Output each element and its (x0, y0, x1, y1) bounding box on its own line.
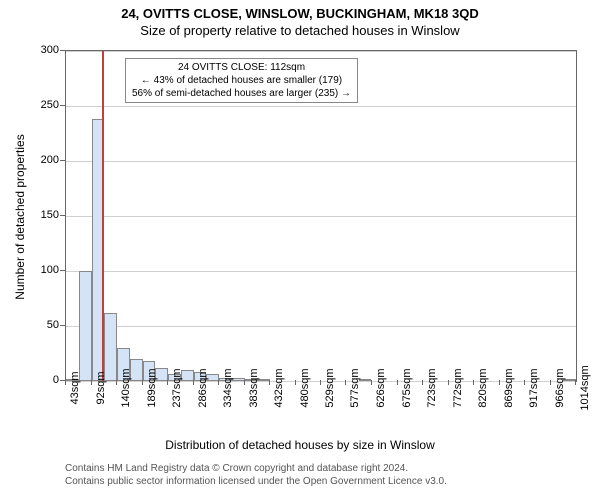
xtick-mark (422, 380, 423, 385)
xtick-mark (295, 380, 296, 385)
xtick-mark (91, 380, 92, 385)
annotation-line1: 24 OVITTS CLOSE: 112sqm (132, 61, 351, 74)
footer-line1: Contains HM Land Registry data © Crown c… (65, 462, 447, 475)
annotation-line3: 56% of semi-detached houses are larger (… (132, 87, 351, 100)
gridline (66, 161, 576, 162)
xtick-label: 1014sqm (579, 365, 591, 410)
xtick-label: 917sqm (528, 368, 540, 407)
ytick-mark (60, 325, 65, 326)
gridline (66, 216, 576, 217)
ytick-mark (60, 160, 65, 161)
footer-line2: Contains public sector information licen… (65, 475, 447, 488)
xtick-mark (550, 380, 551, 385)
xtick-label: 626sqm (375, 368, 387, 407)
xtick-label: 529sqm (324, 368, 336, 407)
xtick-mark (320, 380, 321, 385)
ytick-label: 100 (29, 264, 59, 276)
xtick-mark (499, 380, 500, 385)
xtick-label: 286sqm (197, 368, 209, 407)
xtick-label: 43sqm (69, 371, 81, 404)
xtick-mark (218, 380, 219, 385)
ytick-label: 200 (29, 154, 59, 166)
ytick-mark (60, 105, 65, 106)
xtick-mark (65, 380, 66, 385)
xtick-mark (142, 380, 143, 385)
xtick-mark (448, 380, 449, 385)
xtick-mark (193, 380, 194, 385)
xtick-label: 140sqm (120, 368, 132, 407)
ytick-label: 150 (29, 209, 59, 221)
ytick-mark (60, 50, 65, 51)
xtick-label: 189sqm (146, 368, 158, 407)
xtick-label: 480sqm (299, 368, 311, 407)
xtick-mark (397, 380, 398, 385)
gridline (66, 106, 576, 107)
footer-text: Contains HM Land Registry data © Crown c… (65, 462, 447, 488)
xtick-label: 92sqm (95, 371, 107, 404)
xtick-mark (345, 380, 346, 385)
ytick-mark (60, 215, 65, 216)
xtick-mark (167, 380, 168, 385)
xtick-label: 237sqm (171, 368, 183, 407)
annotation-box: 24 OVITTS CLOSE: 112sqm← 43% of detached… (125, 58, 358, 103)
xtick-label: 820sqm (477, 368, 489, 407)
x-axis-label: Distribution of detached houses by size … (0, 438, 600, 452)
annotation-line2: ← 43% of detached houses are smaller (17… (132, 74, 351, 87)
marker-line (102, 51, 104, 381)
xtick-mark (524, 380, 525, 385)
xtick-label: 334sqm (222, 368, 234, 407)
xtick-label: 966sqm (554, 368, 566, 407)
xtick-label: 383sqm (248, 368, 260, 407)
xtick-mark (244, 380, 245, 385)
histogram-bar (79, 271, 92, 381)
xtick-label: 675sqm (401, 368, 413, 407)
y-axis-label: Number of detached properties (13, 127, 27, 307)
chart-subtitle: Size of property relative to detached ho… (0, 23, 600, 38)
xtick-label: 577sqm (349, 368, 361, 407)
ytick-label: 300 (29, 44, 59, 56)
xtick-label: 772sqm (452, 368, 464, 407)
gridline (66, 271, 576, 272)
xtick-mark (116, 380, 117, 385)
xtick-label: 869sqm (503, 368, 515, 407)
ytick-label: 0 (29, 374, 59, 386)
gridline (66, 51, 576, 52)
xtick-mark (269, 380, 270, 385)
gridline (66, 326, 576, 327)
ytick-mark (60, 270, 65, 271)
chart-container: 24, OVITTS CLOSE, WINSLOW, BUCKINGHAM, M… (0, 0, 600, 500)
xtick-mark (575, 380, 576, 385)
ytick-label: 50 (29, 319, 59, 331)
xtick-label: 432sqm (273, 368, 285, 407)
xtick-label: 723sqm (426, 368, 438, 407)
ytick-label: 250 (29, 99, 59, 111)
xtick-mark (473, 380, 474, 385)
chart-title: 24, OVITTS CLOSE, WINSLOW, BUCKINGHAM, M… (0, 0, 600, 21)
xtick-mark (371, 380, 372, 385)
